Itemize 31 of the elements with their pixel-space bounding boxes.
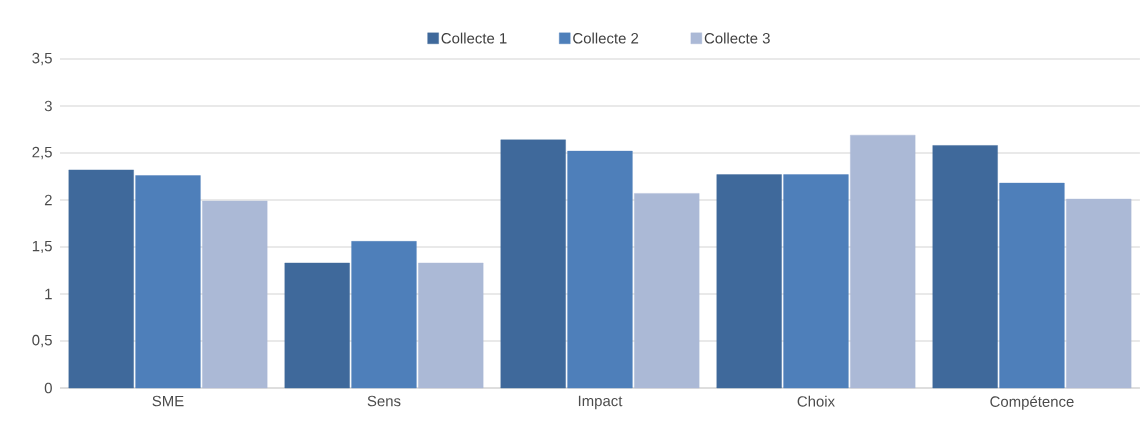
y-tick-label: 1 bbox=[45, 288, 52, 300]
bar bbox=[567, 150, 633, 389]
y-tick-label: 3,5 bbox=[32, 52, 52, 66]
x-tick-label: Sens bbox=[367, 395, 401, 407]
bar bbox=[850, 134, 916, 389]
x-tick-label: Impact bbox=[578, 395, 623, 410]
x-tick-label: Choix bbox=[797, 395, 835, 407]
bar bbox=[68, 169, 134, 389]
bar bbox=[500, 139, 566, 389]
x-tick-label: SME bbox=[152, 395, 184, 407]
legend-label: Collecte 3 bbox=[704, 32, 770, 44]
bar bbox=[716, 174, 782, 389]
bar bbox=[284, 262, 350, 389]
bar bbox=[999, 182, 1065, 389]
legend-label: Collecte 1 bbox=[441, 32, 507, 44]
y-tick-label: 2,5 bbox=[32, 146, 52, 160]
bar bbox=[932, 145, 998, 389]
bar bbox=[202, 200, 268, 389]
y-tick-label: 0 bbox=[44, 382, 52, 394]
bar bbox=[135, 175, 201, 389]
bar bbox=[783, 174, 849, 389]
y-tick-label: 0,5 bbox=[32, 334, 52, 348]
y-tick-label: 3 bbox=[44, 100, 52, 112]
bar bbox=[634, 193, 700, 389]
y-tick-label: 1,5 bbox=[32, 240, 52, 254]
x-tick-label: Compétence bbox=[990, 395, 1074, 410]
bar bbox=[1066, 198, 1132, 389]
legend-label: Collecte 2 bbox=[573, 32, 639, 44]
bar bbox=[418, 262, 484, 389]
bar bbox=[351, 241, 417, 389]
y-tick-label: 2 bbox=[44, 194, 52, 206]
